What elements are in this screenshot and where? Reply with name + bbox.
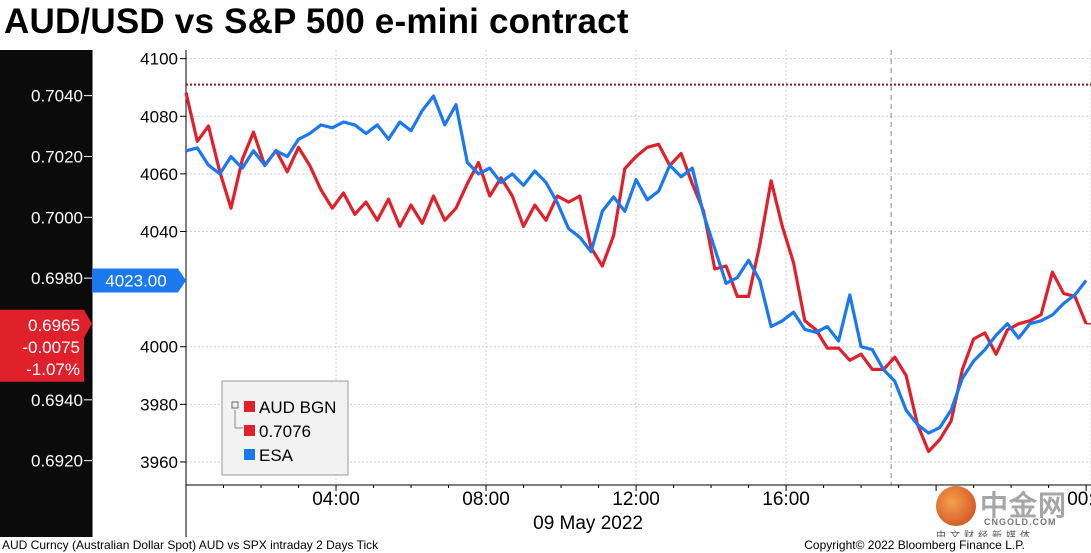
esa-tick-label: 4000 bbox=[140, 338, 178, 357]
aud-tick-label: 0.7000 bbox=[31, 208, 83, 227]
legend-swatch bbox=[244, 401, 255, 412]
time-tick-label: 00:08 bbox=[1067, 489, 1091, 510]
esa-current-value: 4023.00 bbox=[105, 271, 166, 290]
legend-label: AUD BGN bbox=[259, 398, 336, 417]
esa-tick-label: 3980 bbox=[140, 395, 178, 414]
aud-change: -0.0075 bbox=[22, 338, 80, 357]
legend-collapse-icon bbox=[231, 401, 239, 409]
time-axis: 04:00 08:00 12:00 16:00 00:08 09 May 2022 bbox=[185, 50, 1091, 537]
watermark-name: 中金网 bbox=[980, 489, 1068, 522]
esa-tick-label: 4100 bbox=[140, 50, 178, 69]
aud-tick-label: 0.7040 bbox=[31, 87, 83, 106]
esa-tick-label: 4060 bbox=[140, 165, 178, 184]
aud-tick-label: 0.7020 bbox=[31, 147, 83, 166]
grid-lines bbox=[186, 50, 1091, 537]
chart-title: AUD/USD vs S&P 500 e-mini contract bbox=[4, 2, 629, 41]
aud-current-tag bbox=[0, 309, 92, 382]
esa-axis-panel bbox=[92, 50, 184, 537]
series-line-aud-bgn bbox=[184, 92, 1088, 454]
aud-current-value: 0.6965 bbox=[28, 316, 80, 335]
date-label: 09 May 2022 bbox=[533, 513, 643, 534]
legend-label: 0.7076 bbox=[259, 422, 311, 441]
legend: AUD BGN 0.7076 ESA bbox=[221, 380, 349, 476]
aud-axis-panel bbox=[0, 50, 92, 537]
aud-tick-label: 0.6920 bbox=[31, 452, 83, 471]
aud-tick-label: 0.6980 bbox=[31, 269, 83, 288]
legend-swatch bbox=[244, 425, 255, 436]
time-tick-label: 04:00 bbox=[312, 489, 360, 510]
esa-tick-label: 4080 bbox=[140, 107, 178, 126]
time-tick-label: 08:00 bbox=[462, 489, 510, 510]
series-line-esa bbox=[185, 94, 1088, 435]
series-lines bbox=[184, 92, 1091, 454]
legend-swatch bbox=[244, 449, 255, 460]
time-tick-label: 16:00 bbox=[762, 489, 810, 510]
esa-current-tag bbox=[92, 268, 186, 293]
watermark-site: CNGOLD.COM bbox=[984, 517, 1057, 527]
footer-bar bbox=[0, 537, 1091, 553]
value-axes: 4100 4080 4060 4040 4000 3980 3960 0.7040 0.7020… bbox=[31, 50, 186, 537]
aud-change-pct: -1.07% bbox=[26, 360, 80, 379]
time-tick-label: 12:00 bbox=[612, 489, 660, 510]
esa-tick-label: 4040 bbox=[140, 222, 178, 241]
esa-tick-label: 3960 bbox=[140, 453, 178, 472]
aud-tick-label: 0.6940 bbox=[31, 391, 83, 410]
footer-copyright: Copyright© 2022 Bloomberg Finance L.P. bbox=[804, 538, 1025, 552]
current-value-tags: 4023.00 0.6965 -0.0075 -1.07% AUD BGN 0.7076 E… bbox=[0, 268, 349, 476]
legend-label: ESA bbox=[259, 446, 294, 465]
footer-description: AUD Curncy (Australian Dollar Spot) AUD … bbox=[2, 538, 379, 552]
watermark: 中金网 CNGOLD.COM 中文财经新媒体 bbox=[936, 484, 1086, 542]
cngold-logo-icon bbox=[936, 486, 976, 526]
watermark-subtitle: 中文财经新媒体 bbox=[936, 527, 1034, 542]
